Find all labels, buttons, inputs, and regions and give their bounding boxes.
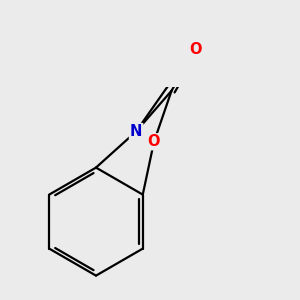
Text: N: N: [130, 124, 142, 139]
Text: O: O: [148, 134, 160, 149]
Text: O: O: [189, 42, 202, 57]
